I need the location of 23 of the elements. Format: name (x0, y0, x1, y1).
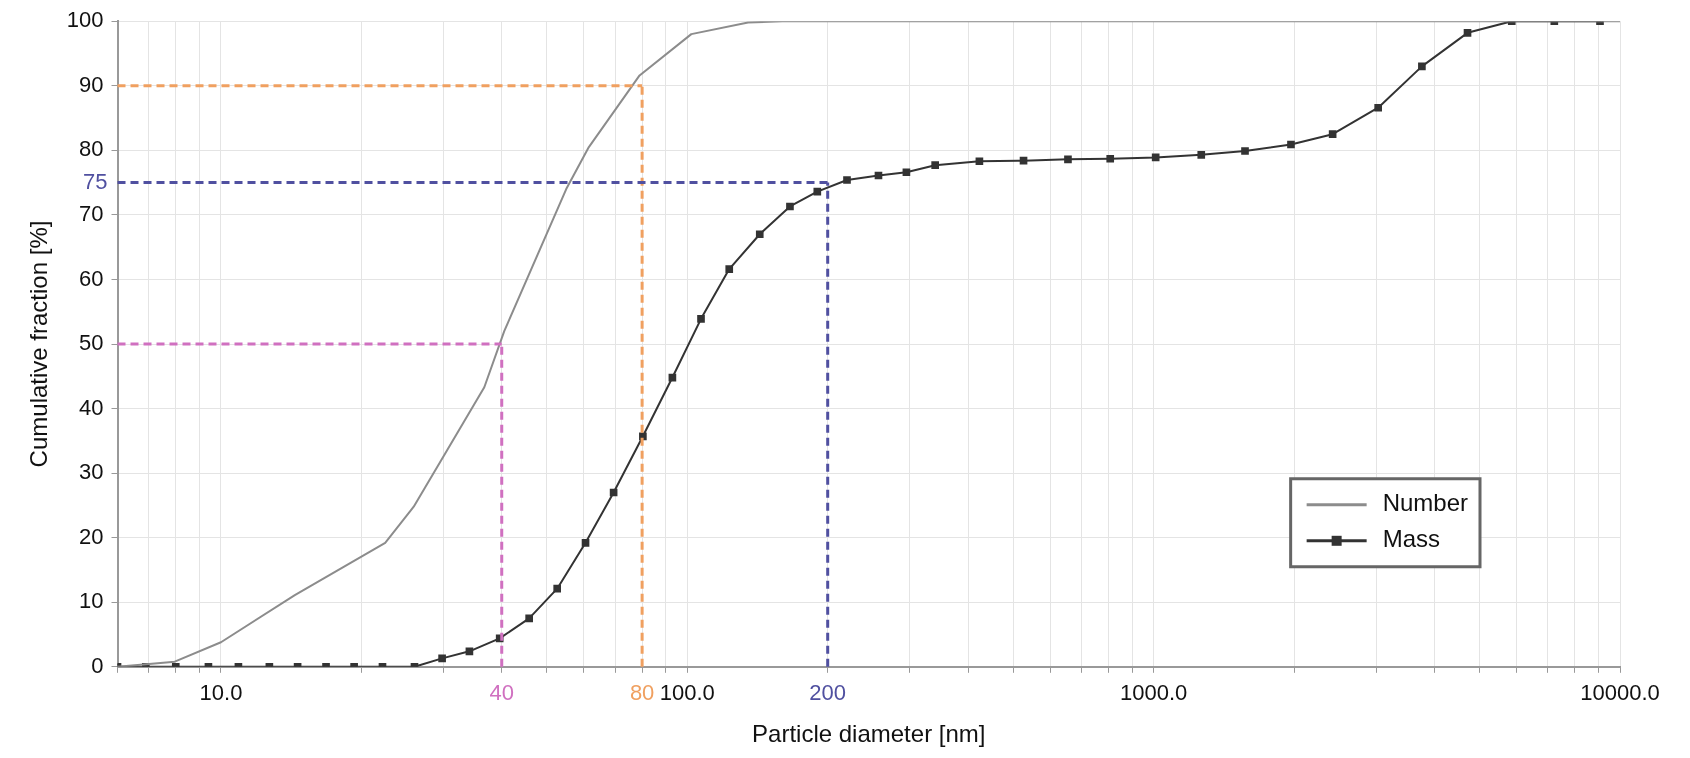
ref-line-label: 40 (489, 679, 514, 705)
x-tick-label: 1000.0 (1120, 680, 1188, 706)
legend-label: Number (1382, 489, 1469, 517)
legend-label: Mass (1382, 525, 1440, 553)
y-tick-label: 50 (79, 330, 104, 356)
x-tick-label: 10000.0 (1580, 680, 1660, 706)
ref-line-label: 75 (83, 168, 108, 194)
ref-line-label: 80 (629, 679, 655, 705)
y-tick-label: 100 (66, 7, 104, 33)
y-axis-title: Cumulative fraction [%] (25, 220, 53, 468)
y-tick-label: 40 (79, 394, 104, 420)
y-tick-label: 10 (79, 588, 104, 614)
ref-line-label: 200 (809, 679, 847, 705)
y-tick-label: 80 (79, 136, 104, 162)
x-axis-title: Particle diameter [nm] (752, 720, 986, 748)
x-tick-label: 10.0 (199, 680, 243, 706)
y-tick-label: 30 (79, 459, 104, 485)
y-tick-label: 60 (79, 265, 104, 291)
y-tick-label: 90 (79, 71, 104, 97)
y-tick-label: 20 (79, 523, 104, 549)
y-tick-label: 70 (79, 200, 104, 226)
x-tick-label: 100.0 (659, 680, 715, 706)
y-tick-label: 0 (91, 652, 104, 678)
